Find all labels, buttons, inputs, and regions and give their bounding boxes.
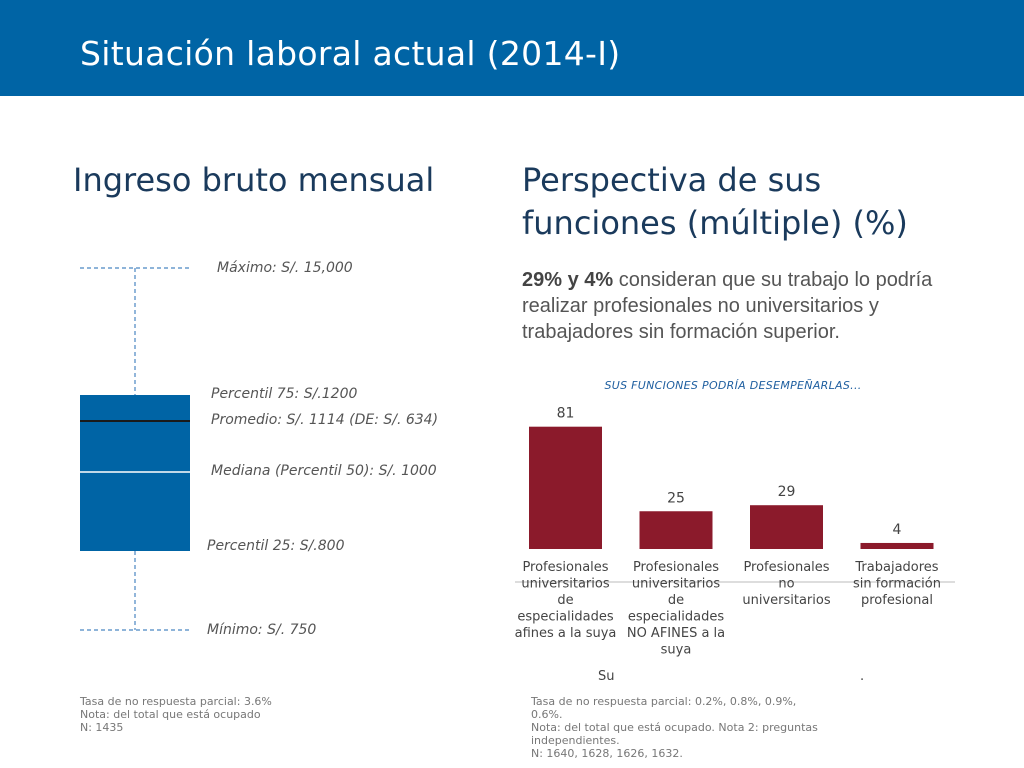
bar-value-label-0: 81	[557, 406, 575, 422]
income-note-line: Tasa de no respuesta parcial: 3.6%	[80, 695, 272, 708]
income-note-line: N: 1435	[80, 721, 124, 734]
summary-highlight: 29% y 4%	[522, 269, 614, 291]
functions-note-line: Tasa de no respuesta parcial: 0.2%, 0.8%…	[531, 695, 797, 721]
bar-3	[860, 542, 934, 549]
boxplot-min-label: Mínimo: S/. 750	[207, 622, 317, 638]
income-section-title: Ingreso bruto mensual	[73, 161, 435, 199]
functions-note-line: N: 1640, 1628, 1626, 1632.	[531, 747, 683, 760]
summary-text: 29% y 4% consideran que su trabajo lo po…	[522, 267, 952, 345]
category-label-3: Trabajadores sin formación profesional	[853, 560, 941, 608]
bar-1	[639, 511, 713, 549]
functions-section-title-line1: Perspectiva de sus	[522, 161, 822, 199]
boxplot-p25-label: Percentil 25: S/.800	[207, 538, 345, 554]
boxplot-mean-label: Promedio: S/. 1114 (DE: S/. 634)	[211, 412, 439, 428]
header-bar: Situación laboral actual (2014-I)	[0, 0, 1024, 96]
category-label-1: Profesionales universitarios de especialida…	[627, 560, 725, 658]
boxplot-median-label: Mediana (Percentil 50): S/. 1000	[211, 463, 437, 479]
income-note-line: Nota: del total que está ocupado	[80, 708, 261, 721]
bar-2	[750, 505, 823, 549]
functions-note: Tasa de no respuesta parcial: 0.2%, 0.8%…	[531, 695, 831, 760]
functions-note-line: Nota: del total que está ocupado. Nota 2…	[531, 721, 818, 734]
boxplot-p75-label: Percentil 75: S/.1200	[211, 386, 358, 402]
boxplot-max-label: Máximo: S/. 15,000	[217, 260, 353, 276]
stray-text-right: .	[860, 669, 865, 684]
page-title: Situación laboral actual (2014-I)	[80, 34, 621, 73]
functions-section-title-line2: funciones (múltiple) (%)	[522, 204, 908, 242]
bar-value-label-2: 29	[778, 484, 796, 500]
category-label-0: Profesionales universitarios de especialida…	[515, 560, 617, 641]
bar-value-label-3: 4	[893, 522, 902, 538]
category-label-2: Profesionales no universitarios	[742, 560, 830, 608]
income-note: Tasa de no respuesta parcial: 3.6% Nota:…	[80, 695, 272, 734]
bar-0	[529, 426, 602, 549]
bar-chart-title: SUS FUNCIONES PODRÍA DESEMPEÑARLAS...	[604, 379, 862, 392]
stray-text-left: Su	[598, 669, 615, 684]
bar-value-label-1: 25	[667, 490, 685, 506]
functions-note-line: independientes.	[531, 734, 620, 747]
summary-body: consideran que su trabajo lo podría real…	[522, 269, 933, 343]
